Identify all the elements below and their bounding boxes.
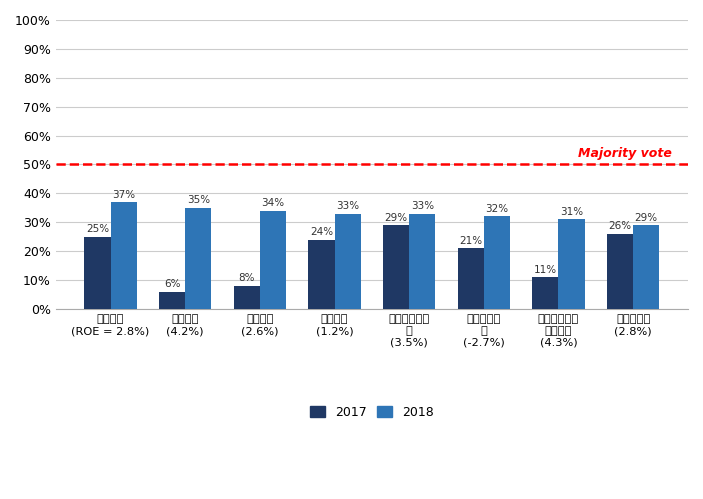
- Text: 26%: 26%: [609, 222, 631, 232]
- Bar: [409, 214, 435, 309]
- Bar: [558, 220, 585, 309]
- Bar: [110, 202, 136, 309]
- Text: 11%: 11%: [534, 265, 557, 275]
- Bar: [234, 286, 260, 309]
- Text: 29%: 29%: [385, 213, 408, 223]
- Bar: [309, 240, 335, 309]
- Bar: [458, 248, 484, 309]
- Text: 21%: 21%: [459, 236, 482, 246]
- Bar: [335, 214, 361, 309]
- Bar: [607, 234, 633, 309]
- Bar: [383, 225, 409, 309]
- Bar: [633, 225, 659, 309]
- Text: 8%: 8%: [238, 273, 255, 283]
- Bar: [159, 291, 186, 309]
- Bar: [484, 217, 510, 309]
- Text: 34%: 34%: [262, 199, 285, 209]
- Text: 24%: 24%: [310, 227, 333, 237]
- Text: 35%: 35%: [187, 196, 210, 206]
- Text: 29%: 29%: [635, 213, 658, 223]
- Text: 33%: 33%: [336, 201, 359, 211]
- Text: 37%: 37%: [112, 190, 135, 200]
- Legend: 2017, 2018: 2017, 2018: [305, 401, 439, 424]
- Bar: [532, 277, 558, 309]
- Bar: [84, 237, 110, 309]
- Text: 32%: 32%: [485, 204, 508, 214]
- Text: 6%: 6%: [164, 279, 181, 289]
- Text: 31%: 31%: [560, 207, 583, 217]
- Bar: [260, 211, 286, 309]
- Text: 33%: 33%: [411, 201, 434, 211]
- Bar: [186, 208, 212, 309]
- Text: Majority vote: Majority vote: [578, 147, 672, 160]
- Text: 25%: 25%: [86, 225, 109, 235]
